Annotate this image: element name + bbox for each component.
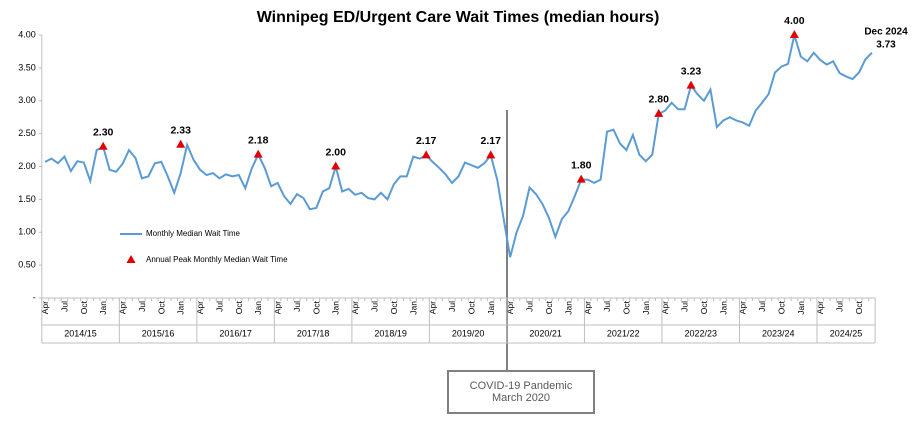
x-tick-label: Apr (195, 301, 205, 314)
peak-label: 2.00 (326, 146, 347, 158)
x-tick-label: Apr (273, 301, 283, 314)
x-tick-label: Jul (680, 301, 690, 312)
x-tick-label: Oct (776, 300, 786, 314)
legend-swatch (126, 255, 136, 263)
peak-marker (98, 141, 108, 150)
x-tick-label: Oct (156, 300, 166, 314)
group-label: 2017/18 (297, 328, 330, 338)
peak-label: 3.23 (681, 65, 702, 77)
peak-label: 4.00 (784, 15, 805, 27)
y-tick-label: - (33, 292, 36, 302)
x-tick-label: Jan (718, 301, 728, 315)
peak-label: 1.80 (571, 159, 592, 171)
x-tick-label: Apr (815, 301, 825, 314)
y-tick-label: 2.00 (18, 161, 36, 171)
y-tick-label: 4.00 (18, 29, 36, 39)
x-tick-label: Oct (854, 300, 864, 314)
y-tick-label: 1.50 (18, 194, 36, 204)
x-tick-label: Jul (602, 301, 612, 312)
peak-label: 2.17 (416, 135, 437, 147)
peak-label: 2.80 (649, 94, 670, 106)
end-value-label: 3.73 (876, 40, 896, 51)
y-tick-label: 0.50 (18, 260, 36, 270)
x-tick-label: Oct (389, 300, 399, 314)
y-tick-label: 2.50 (18, 128, 36, 138)
y-tick-label: 3.50 (18, 62, 36, 72)
x-tick-label: Oct (544, 300, 554, 314)
x-tick-label: Jan (253, 301, 263, 315)
x-tick-label: Oct (466, 300, 476, 314)
group-label: 2023/24 (762, 328, 795, 338)
x-tick-label: Jan (563, 301, 573, 315)
series-line (44, 31, 873, 258)
legend-label: Annual Peak Monthly Median Wait Time (146, 255, 288, 264)
x-tick-label: Oct (699, 300, 709, 314)
x-tick-label: Jul (59, 301, 69, 312)
x-tick-label: Jan (486, 301, 496, 315)
peak-marker (486, 150, 496, 159)
group-label: 2024/25 (830, 328, 863, 338)
group-label: 2019/20 (452, 328, 485, 338)
x-tick-label: Apr (118, 301, 128, 314)
x-tick-label: Apr (350, 301, 360, 314)
group-label: 2018/19 (374, 328, 407, 338)
x-tick-label: Jan (331, 301, 341, 315)
x-tick-label: Apr (40, 301, 50, 314)
group-label: 2015/16 (142, 328, 175, 338)
x-tick-label: Jul (525, 301, 535, 312)
x-tick-label: Oct (311, 300, 321, 314)
peak-marker (576, 174, 586, 183)
x-tick-label: Oct (79, 300, 89, 314)
x-tick-label: Jul (214, 301, 224, 312)
y-tick-label: 3.00 (18, 95, 36, 105)
group-label: 2020/21 (529, 328, 562, 338)
peak-marker (686, 80, 696, 89)
x-tick-label: Oct (621, 300, 631, 314)
group-label: 2022/23 (684, 328, 717, 338)
x-tick-label: Jul (447, 301, 457, 312)
x-tick-label: Apr (738, 301, 748, 314)
group-label: 2021/22 (607, 328, 640, 338)
x-tick-label: Jan (641, 301, 651, 315)
x-tick-label: Jan (98, 301, 108, 315)
peak-marker (253, 149, 263, 158)
legend-label: Monthly Median Wait Time (146, 229, 241, 238)
x-tick-label: Jan (176, 301, 186, 315)
peak-label: 2.33 (170, 125, 191, 137)
peak-label: 2.17 (481, 135, 502, 147)
x-tick-label: Jan (408, 301, 418, 315)
x-tick-label: Jul (835, 301, 845, 312)
chart-title: Winnipeg ED/Urgent Care Wait Times (medi… (257, 9, 660, 26)
group-label: 2016/17 (219, 328, 252, 338)
peak-label: 2.30 (93, 127, 114, 139)
peak-marker (421, 150, 431, 159)
peak-marker (176, 139, 186, 148)
peak-label: 2.18 (248, 134, 269, 146)
x-tick-label: Apr (583, 301, 593, 314)
x-tick-label: Apr (428, 301, 438, 314)
peak-marker (331, 161, 341, 170)
x-tick-label: Apr (505, 301, 515, 314)
peak-marker (654, 108, 664, 117)
x-tick-label: Jul (757, 301, 767, 312)
x-tick-label: Oct (234, 300, 244, 314)
x-tick-label: Apr (660, 301, 670, 314)
x-tick-label: Jan (796, 301, 806, 315)
y-tick-label: 1.00 (18, 227, 36, 237)
x-tick-label: Jul (137, 301, 147, 312)
x-tick-label: Jul (369, 301, 379, 312)
peak-marker (789, 30, 799, 38)
group-label: 2014/15 (64, 328, 97, 338)
covid-annotation: COVID-19 Pandemic March 2020 (447, 370, 595, 414)
end-label: Dec 2024 (864, 27, 908, 38)
x-tick-label: Jul (292, 301, 302, 312)
